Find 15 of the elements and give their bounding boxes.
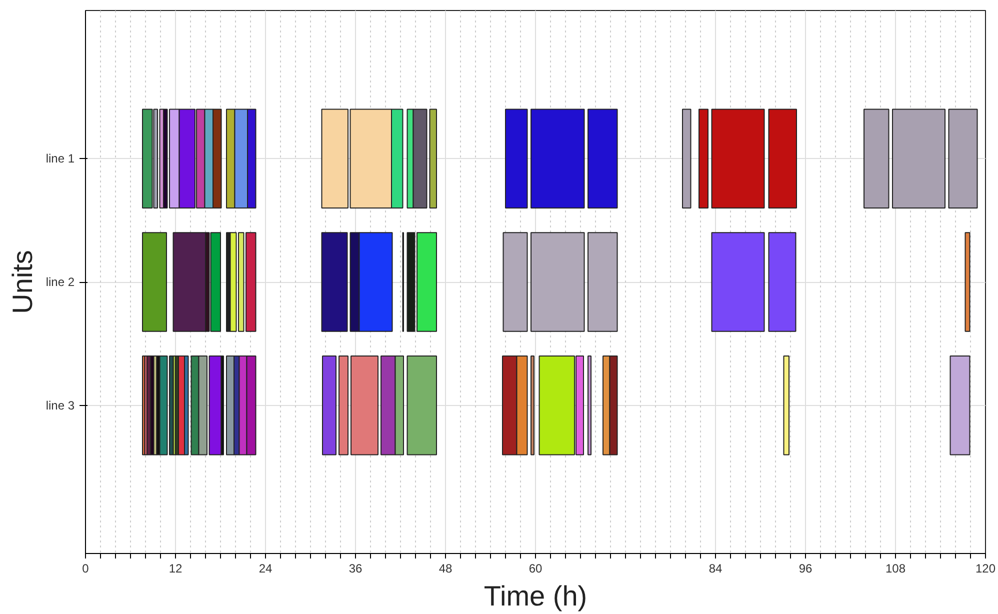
x-tick-label: 12 [168,562,182,576]
x-tick-label: 96 [798,562,812,576]
x-tick-label: 108 [885,562,906,576]
x-tick-label: 36 [348,562,362,576]
x-tick-label: 120 [975,562,996,576]
y-axis-title: Units [6,250,38,314]
y-tick-label: line 1 [46,152,75,166]
x-tick-label: 48 [438,562,452,576]
x-tick-label: 24 [258,562,272,576]
x-tick-label: 0 [82,562,90,576]
x-tick-label: 84 [708,562,722,576]
x-tick-label: 60 [528,562,542,576]
y-tick-label: line 3 [46,398,75,412]
y-tick-label: line 2 [46,275,75,289]
x-axis-title: Time (h) [484,580,588,612]
